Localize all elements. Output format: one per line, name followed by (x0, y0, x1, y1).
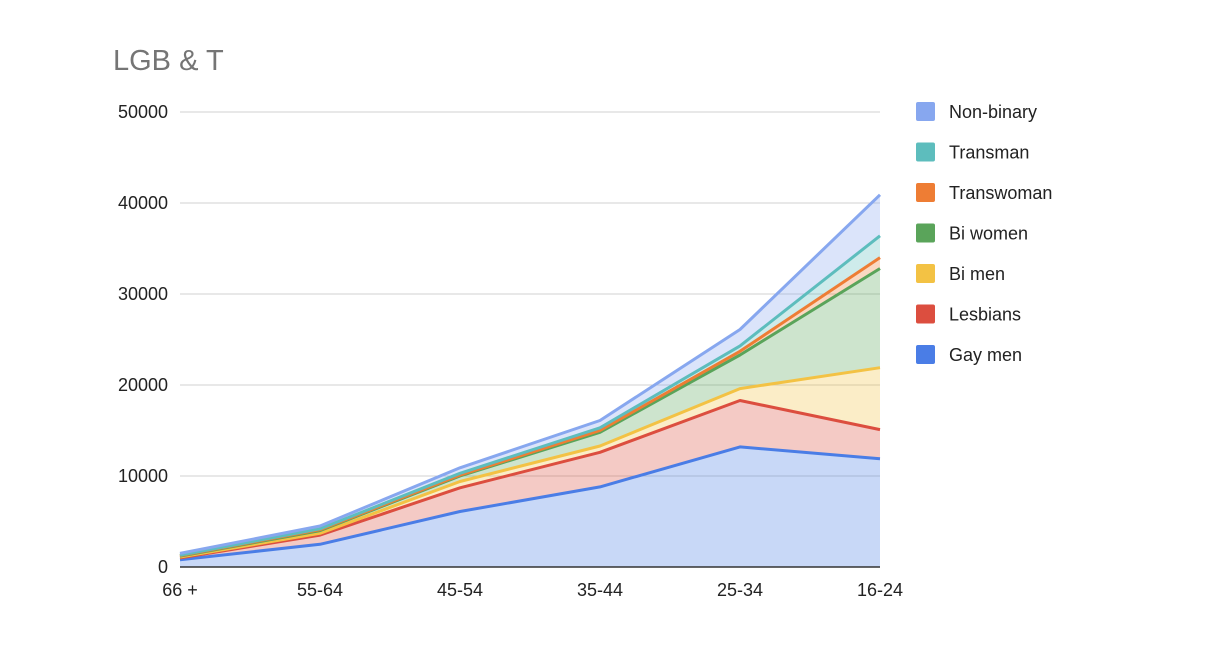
y-tick-label: 40000 (118, 193, 168, 213)
x-tick-label: 25-34 (717, 580, 763, 600)
legend-label: Bi women (949, 224, 1028, 244)
y-tick-label: 0 (158, 557, 168, 577)
chart-title: LGB & T (113, 45, 224, 77)
legend-item: Gay men (916, 345, 1022, 365)
legend-label: Transman (949, 143, 1029, 163)
legend-swatch (916, 264, 935, 283)
series-line-gay-men (179, 445, 881, 562)
legend-swatch (916, 304, 935, 324)
legend-label: Transwoman (949, 183, 1052, 203)
series-line-bi-men (179, 366, 881, 559)
area-layer (180, 194, 880, 567)
legend-swatch (916, 102, 935, 121)
legend-item: Bi women (916, 223, 1028, 244)
legend-item: Bi men (916, 264, 1005, 284)
legend-label: Gay men (949, 345, 1022, 365)
x-tick-label: 55-64 (297, 580, 343, 600)
y-tick-label: 20000 (118, 375, 168, 395)
series-area-bi-men (180, 367, 880, 558)
legend-item: Transman (916, 142, 1029, 163)
series-area-lesbians (180, 400, 880, 560)
x-tick-label: 16-24 (857, 580, 903, 600)
legend-swatch (916, 183, 935, 202)
legend-label: Bi men (949, 264, 1005, 284)
axes: 0 10000 20000 30000 40000 50000 66 + 55-64 45-54… (118, 102, 903, 600)
x-tick-label: 35-44 (577, 580, 623, 600)
legend: Non-binary Transman Transwoman Bi women Bi m… (916, 102, 1052, 365)
x-tick-label: 45-54 (437, 580, 483, 600)
legend-label: Non-binary (949, 102, 1037, 122)
y-tick-label: 10000 (118, 466, 168, 486)
legend-item: Non-binary (916, 102, 1037, 122)
line-layer (179, 193, 882, 562)
legend-swatch (916, 223, 935, 243)
legend-swatch (916, 142, 935, 162)
series-line-lesbians (179, 399, 881, 560)
legend-swatch (916, 345, 935, 364)
legend-item: Transwoman (916, 183, 1052, 203)
legend-label: Lesbians (949, 305, 1021, 325)
legend-item: Lesbians (916, 304, 1021, 325)
y-tick-label: 30000 (118, 284, 168, 304)
y-tick-label: 50000 (118, 102, 168, 122)
series-line-transman (179, 234, 881, 557)
x-tick-label: 66 + (162, 580, 198, 600)
series-line-non-binary (179, 193, 882, 555)
